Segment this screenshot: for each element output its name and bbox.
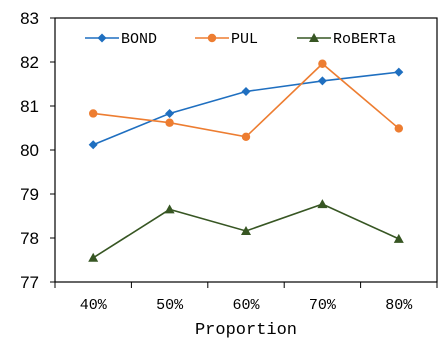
data-point-bond xyxy=(88,140,98,150)
data-point-roberta xyxy=(393,233,404,243)
series-roberta xyxy=(88,199,404,262)
y-tick-label: 80 xyxy=(20,141,39,160)
data-point-pul xyxy=(394,124,403,133)
y-tick-label: 83 xyxy=(20,9,39,28)
x-axis-label: Proportion xyxy=(195,321,297,338)
legend-item-pul: PUL xyxy=(195,31,258,48)
data-point-roberta xyxy=(241,225,251,235)
x-tick-label: 50% xyxy=(156,297,184,314)
legend-label-pul: PUL xyxy=(231,31,258,48)
data-point-roberta xyxy=(164,204,175,214)
x-axis-ticks: 40% 50% 60% 70% 80% xyxy=(54,282,438,314)
x-tick-label: 70% xyxy=(309,297,337,314)
series-pul xyxy=(89,59,403,141)
data-point-pul xyxy=(89,109,98,118)
data-point-bond xyxy=(394,67,404,77)
legend-item-roberta: RoBERTa xyxy=(297,31,396,48)
data-point-pul xyxy=(241,132,251,141)
y-tick-label: 81 xyxy=(20,97,39,116)
data-point-pul xyxy=(165,118,174,127)
legend: BOND PUL RoBERTa xyxy=(85,31,396,48)
data-point-bond xyxy=(165,108,175,118)
legend-marker-roberta xyxy=(309,33,319,42)
plot-frame xyxy=(54,17,438,283)
series-bond xyxy=(88,67,404,150)
data-point-bond xyxy=(241,86,251,96)
legend-label-roberta: RoBERTa xyxy=(333,31,396,48)
legend-marker-pul xyxy=(207,33,217,43)
x-tick-label: 80% xyxy=(385,297,413,314)
y-axis-ticks: 77 78 79 80 81 82 83 xyxy=(20,9,55,292)
y-tick-label: 79 xyxy=(20,185,39,204)
x-tick-label: 60% xyxy=(232,297,260,314)
y-tick-label: 78 xyxy=(20,229,39,248)
y-tick-label: 77 xyxy=(20,273,39,292)
data-point-bond xyxy=(317,76,327,86)
x-tick-label: 40% xyxy=(80,297,108,314)
legend-marker-bond xyxy=(97,33,107,43)
series-layer xyxy=(88,59,404,262)
data-point-roberta xyxy=(88,252,99,262)
data-point-roberta xyxy=(317,199,328,209)
data-point-pul xyxy=(318,59,327,68)
legend-label-bond: BOND xyxy=(121,31,157,48)
y-tick-label: 82 xyxy=(20,53,39,72)
legend-item-bond: BOND xyxy=(85,31,157,48)
